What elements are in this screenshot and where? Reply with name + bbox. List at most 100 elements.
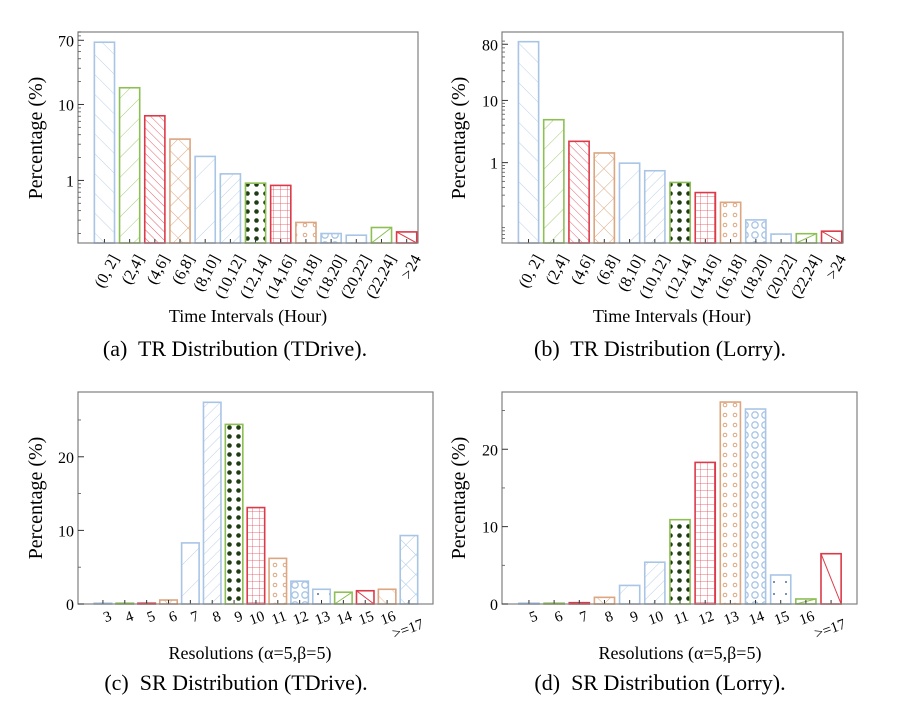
bar-11 bbox=[268, 557, 288, 605]
y-tick-label: 10 bbox=[482, 93, 498, 110]
x-tick-label: 11 bbox=[672, 609, 691, 629]
x-tick-label: (4,6] bbox=[568, 252, 597, 287]
bar-12 bbox=[694, 461, 717, 605]
bar->=17 bbox=[399, 534, 419, 605]
x-tick-label: 9 bbox=[628, 609, 641, 627]
bar-15 bbox=[769, 574, 792, 605]
x-tick-label: 13 bbox=[313, 609, 333, 629]
subplot-c: Percentage (%) Resolutions (α=5,β=5) (c)… bbox=[25, 437, 368, 695]
bar-(14,16] bbox=[269, 184, 292, 244]
bar-(14,16] bbox=[694, 191, 717, 244]
x-tick-label: (4,6] bbox=[144, 252, 173, 287]
x-tick-label: 16 bbox=[797, 608, 817, 628]
bar-hatch bbox=[821, 230, 842, 244]
bar-9 bbox=[224, 423, 244, 605]
bar-(8,10] bbox=[618, 162, 641, 244]
bar-(2,4] bbox=[118, 86, 141, 244]
bar-(8,10] bbox=[194, 155, 217, 244]
x-tick-label: 16 bbox=[378, 608, 398, 628]
plot-frame bbox=[501, 391, 858, 605]
bar-hatch bbox=[796, 233, 817, 244]
x-tick-label: 15 bbox=[357, 609, 377, 629]
y-tick-label: 10 bbox=[58, 97, 74, 114]
bar-(6,8] bbox=[169, 138, 191, 244]
plot-frame bbox=[501, 31, 844, 244]
x-axis-label: Resolutions (α=5,β=5) bbox=[169, 643, 332, 664]
x-tick-label: 14 bbox=[335, 608, 355, 628]
y-axis-label: Percentage (%) bbox=[25, 77, 47, 200]
x-tick-label: 11 bbox=[270, 609, 289, 629]
bar-11 bbox=[669, 518, 691, 605]
x-tick-label: 5 bbox=[145, 609, 158, 627]
y-tick-label: 0 bbox=[66, 597, 74, 614]
x-tick-label: 4 bbox=[123, 608, 136, 626]
bar-10 bbox=[643, 561, 666, 605]
bar-(12,14] bbox=[669, 181, 691, 244]
bar-hatch bbox=[334, 591, 353, 605]
bar-(16,18] bbox=[719, 201, 742, 244]
x-axis-label: Time Intervals (Hour) bbox=[169, 306, 327, 327]
y-tick-label: 1 bbox=[490, 156, 498, 173]
bar-13 bbox=[719, 401, 742, 605]
x-tick-label: (0, 2] bbox=[516, 252, 547, 291]
subplot-a: Percentage (%) Time Intervals (Hour) (a)… bbox=[25, 77, 367, 361]
x-tick-label: 6 bbox=[553, 608, 566, 626]
bar-(10,12] bbox=[219, 173, 242, 244]
x-tick-label: 10 bbox=[646, 609, 666, 629]
subplot-b: Percentage (%) Time Intervals (Hour) (b)… bbox=[448, 77, 786, 361]
x-tick-label: 8 bbox=[603, 609, 616, 627]
bar-10 bbox=[246, 506, 266, 605]
y-tick-label: 80 bbox=[482, 37, 498, 54]
bar-hatch bbox=[820, 553, 842, 605]
x-tick-label: 9 bbox=[233, 609, 246, 627]
bar-7 bbox=[180, 542, 200, 605]
bar-(0, 2] bbox=[93, 41, 116, 244]
x-tick-label: 13 bbox=[722, 609, 742, 629]
x-tick-label: 14 bbox=[747, 608, 767, 628]
caption: (a) TR Distribution (TDrive). bbox=[103, 336, 367, 361]
y-tick-label: 10 bbox=[58, 523, 74, 540]
y-tick-label: 20 bbox=[482, 442, 498, 459]
x-tick-label: 12 bbox=[697, 609, 717, 629]
x-tick-label: 7 bbox=[578, 608, 591, 626]
x-tick-label: 6 bbox=[167, 608, 180, 626]
x-tick-label: (2,4] bbox=[543, 252, 572, 287]
bar-8 bbox=[202, 401, 222, 605]
y-tick-label: 1 bbox=[66, 173, 74, 190]
bar-(10,12] bbox=[643, 169, 666, 244]
x-tick-label: 8 bbox=[211, 609, 224, 627]
x-tick-label: >24 bbox=[398, 252, 425, 282]
x-tick-label: >=17 bbox=[813, 616, 849, 642]
y-axis-label: Percentage (%) bbox=[25, 437, 47, 560]
x-tick-label: 10 bbox=[247, 609, 267, 629]
x-tick-label: 3 bbox=[101, 609, 114, 627]
subplot-d: Percentage (%) Resolutions (α=5,β=5) (d)… bbox=[448, 437, 786, 695]
chart-a: (0, 2](2,4](4,6](6,8](8,10](10,12](12,14… bbox=[58, 31, 425, 301]
bar-hatch bbox=[396, 231, 417, 244]
caption: (b) TR Distribution (Lorry). bbox=[534, 336, 786, 361]
x-tick-label: 7 bbox=[189, 608, 202, 626]
bar-(4,6] bbox=[568, 140, 590, 244]
chart-d: 5 6 7 8 9 10 11 12 13 14 15 16>=17 0 10 20 bbox=[482, 391, 858, 643]
x-tick-label: (0, 2] bbox=[92, 252, 123, 291]
bar-(0, 2] bbox=[517, 40, 540, 244]
y-axis-label: Percentage (%) bbox=[448, 437, 470, 560]
y-tick-label: 20 bbox=[58, 450, 74, 467]
bar-hatch bbox=[371, 227, 392, 244]
bar-(12,14] bbox=[244, 182, 267, 244]
x-tick-label: >24 bbox=[823, 252, 850, 282]
x-tick-label: (2,4] bbox=[119, 252, 148, 287]
caption: (c) SR Distribution (TDrive). bbox=[104, 670, 367, 695]
plot-frame bbox=[77, 391, 434, 605]
bar-hatch bbox=[356, 590, 375, 605]
bar-14 bbox=[744, 408, 767, 605]
y-tick-label: 70 bbox=[58, 33, 74, 50]
x-tick-label: 12 bbox=[291, 609, 311, 629]
bar-(6,8] bbox=[593, 152, 616, 244]
bar-(4,6] bbox=[143, 114, 166, 244]
x-axis-label: Resolutions (α=5,β=5) bbox=[599, 643, 762, 664]
caption: (d) SR Distribution (Lorry). bbox=[534, 670, 785, 695]
plot-frame bbox=[77, 31, 419, 244]
